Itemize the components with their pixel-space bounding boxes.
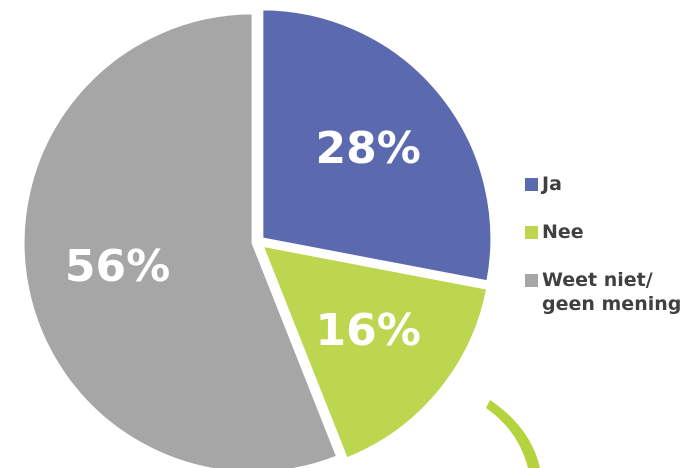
legend-item: Weet niet/ geen mening bbox=[525, 268, 695, 316]
value-label: 56% bbox=[65, 241, 170, 292]
legend: Ja Nee Weet niet/ geen mening bbox=[525, 172, 695, 340]
legend-label: Ja bbox=[542, 173, 562, 195]
decoration bbox=[486, 400, 540, 468]
legend-swatch bbox=[525, 274, 538, 287]
pie: 28% 16% 56% bbox=[21, 7, 494, 468]
value-label: 28% bbox=[316, 123, 421, 174]
value-label: 16% bbox=[316, 305, 421, 356]
legend-item: Nee bbox=[525, 220, 695, 244]
pie-slice bbox=[21, 11, 340, 468]
legend-swatch bbox=[525, 178, 538, 191]
legend-label: Nee bbox=[542, 221, 584, 243]
legend-label: Weet niet/ geen mening bbox=[542, 269, 682, 315]
legend-item: Ja bbox=[525, 172, 695, 196]
legend-swatch bbox=[525, 226, 538, 239]
pie-slice bbox=[260, 7, 494, 284]
pie-slice bbox=[259, 243, 490, 461]
